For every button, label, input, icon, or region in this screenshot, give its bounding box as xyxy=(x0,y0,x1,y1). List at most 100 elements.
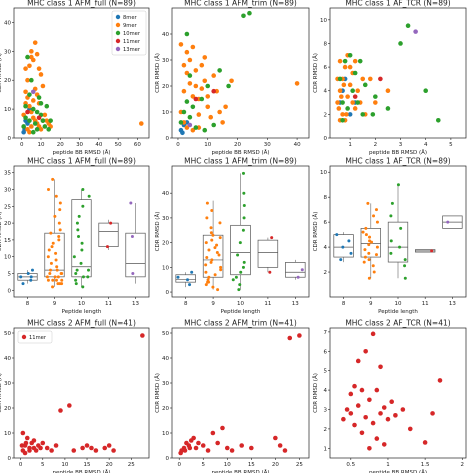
point-10mer xyxy=(27,92,32,97)
x-tick-label: 11 xyxy=(422,301,429,307)
point-11mer xyxy=(210,430,216,436)
point-10mer xyxy=(234,275,238,279)
point-10mer xyxy=(237,288,241,292)
point-9mer xyxy=(54,278,58,282)
point-11mer xyxy=(273,435,278,441)
y-tick-label: 15 xyxy=(4,238,11,244)
point-11mer xyxy=(341,416,346,422)
point-10mer xyxy=(29,77,34,83)
point-9mer xyxy=(205,104,211,110)
point-9mer xyxy=(215,251,219,255)
point-9mer xyxy=(58,201,62,205)
panel-frame xyxy=(171,7,310,139)
panel-p3: MHC class 1 AF_TCR (N=89) peptide BB RMSD… xyxy=(312,0,467,156)
point-9mer xyxy=(57,221,61,225)
point-9mer xyxy=(51,278,55,282)
panel-title: MHC class 1 AFM_full (N=89) xyxy=(27,157,136,166)
x-tick-label: 1.5 xyxy=(421,462,430,468)
box-9 xyxy=(360,228,381,258)
point-10mer xyxy=(337,76,343,82)
point-11mer xyxy=(400,407,406,412)
point-9mer xyxy=(204,263,208,267)
point-11mer xyxy=(193,96,199,102)
point-9mer xyxy=(367,243,371,247)
point-10mer xyxy=(46,127,52,132)
point-10mer xyxy=(217,68,222,73)
x-tick-label: 5 xyxy=(449,142,453,148)
point-9mer xyxy=(363,255,367,259)
legend-marker-9mer xyxy=(115,22,121,28)
point-9mer xyxy=(190,94,196,99)
point-9mer xyxy=(187,57,193,63)
point-9mer xyxy=(199,62,205,68)
point-9mer xyxy=(205,255,209,259)
panel-p2: MHC class 1 AFM_trim (N=89) peptide BB RM… xyxy=(154,0,310,156)
point-10mer xyxy=(352,70,358,76)
point-9mer xyxy=(211,73,216,78)
panel-p9: MHC class 2 AF_TCR (N=41) peptide BB RMSD… xyxy=(312,319,467,473)
box-8 xyxy=(175,274,196,283)
x-tick-label: 20 xyxy=(272,462,279,468)
point-10mer xyxy=(38,101,44,106)
point-10mer xyxy=(77,235,81,239)
x-tick-label: 8 xyxy=(342,301,346,307)
point-11mer xyxy=(381,442,387,447)
point-10mer xyxy=(355,100,361,105)
point-9mer xyxy=(207,275,211,279)
point-13mer xyxy=(130,235,134,239)
point-9mer xyxy=(25,77,30,83)
point-9mer xyxy=(345,94,350,99)
point-11mer xyxy=(31,438,37,443)
x-tick-label: 20 xyxy=(234,142,241,148)
point-9mer xyxy=(220,120,225,125)
point-10mer xyxy=(231,278,235,282)
point-10mer xyxy=(242,260,246,264)
point-9mer xyxy=(51,241,55,245)
point-11mer xyxy=(430,411,435,416)
panel-title: MHC class 1 AFM_trim (N=89) xyxy=(184,157,297,166)
y-tick-label: 10 xyxy=(4,431,11,437)
y-tick-label: 10 xyxy=(162,431,169,437)
point-10mer xyxy=(42,124,48,129)
point-11mer xyxy=(352,422,357,428)
point-9mer xyxy=(187,81,193,86)
point-9mer xyxy=(371,264,375,268)
point-10mer xyxy=(75,268,79,272)
y-tick-label: 40 xyxy=(4,356,11,362)
point-11mer xyxy=(348,411,354,416)
x-tick-label: 13 xyxy=(132,301,139,307)
point-11mer xyxy=(178,450,183,456)
legend-marker-10mer xyxy=(115,30,121,36)
point-9mer xyxy=(336,106,342,111)
point-9mer xyxy=(46,278,50,282)
panel-title: MHC class 2 AFM_trim (N=41) xyxy=(184,319,297,328)
point-11mer xyxy=(359,387,365,393)
x-axis-label: peptide BB RMSD (Å) xyxy=(52,149,110,156)
point-9mer xyxy=(208,114,214,120)
y-tick-label: 0 xyxy=(166,456,170,462)
x-tick-label: 9 xyxy=(211,301,215,307)
x-tick-label: 20 xyxy=(57,142,64,148)
point-9mer xyxy=(375,245,379,249)
box-10 xyxy=(71,199,92,278)
point-11mer xyxy=(287,335,293,341)
x-tick-label: 1 xyxy=(386,462,390,468)
point-9mer xyxy=(184,70,190,76)
legend-marker-11mer xyxy=(21,334,27,340)
y-tick-label: 6 xyxy=(324,349,328,355)
point-9mer xyxy=(56,275,60,279)
legend: 11mer xyxy=(17,330,53,344)
point-10mer xyxy=(86,275,90,279)
point-10mer xyxy=(403,276,407,280)
point-9mer xyxy=(48,271,52,275)
point-9mer xyxy=(372,214,376,218)
panel-p8: MHC class 2 AFM_trim (N=41) peptide BB RM… xyxy=(154,319,310,473)
y-tick-label: 30 xyxy=(162,58,169,64)
point-11mer xyxy=(393,413,398,418)
point-10mer xyxy=(80,248,84,252)
point-9mer xyxy=(370,240,374,244)
point-10mer xyxy=(403,258,407,262)
point-10mer xyxy=(187,114,193,120)
point-10mer xyxy=(74,271,78,275)
y-tick-label: 20 xyxy=(162,241,169,247)
